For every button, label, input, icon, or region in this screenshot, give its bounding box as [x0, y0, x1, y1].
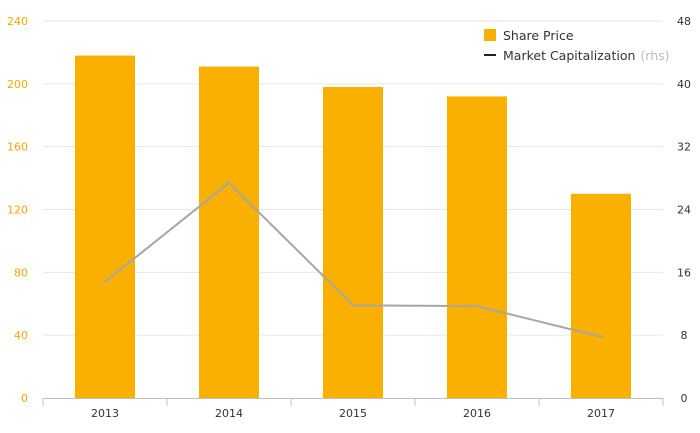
- legend-label-market-cap: Market Capitalization (rhs): [503, 48, 670, 63]
- x-tick-label: 2017: [587, 407, 615, 420]
- share-price-bar: [75, 55, 135, 398]
- y-left-tick-label: 0: [21, 392, 28, 405]
- legend-label-share-price: Share Price: [503, 28, 574, 43]
- y-right-tick-label: 0: [681, 392, 688, 405]
- market-cap-point: [103, 280, 107, 283]
- y-right-tick-label: 16: [677, 266, 691, 279]
- y-right-tick-label: 40: [677, 78, 691, 91]
- y-left-tick-label: 40: [14, 329, 28, 342]
- market-cap-point: [351, 304, 355, 307]
- market-cap-point: [227, 181, 231, 184]
- legend-label-market-cap-text: Market Capitalization: [503, 48, 635, 63]
- y-left-tick-label: 160: [7, 141, 28, 154]
- x-tick-label: 2015: [339, 407, 367, 420]
- y-left-tick-label: 80: [14, 266, 28, 279]
- y-right-tick-label: 8: [681, 329, 688, 342]
- axes: 0 40 80 120 160 200 240 0 8 16 24 32 40 48 2013 2014 201…: [7, 15, 691, 420]
- y-right-tick-label: 24: [677, 204, 691, 217]
- x-tick-label: 2014: [215, 407, 243, 420]
- x-tick-label: 2016: [463, 407, 491, 420]
- share-price-bars: [75, 55, 631, 399]
- y-left-tick-label: 200: [7, 78, 28, 91]
- market-cap-point: [599, 335, 603, 338]
- legend-note-rhs: (rhs): [640, 48, 669, 63]
- x-tick-label: 2013: [91, 407, 119, 420]
- share-price-bar: [571, 193, 631, 398]
- market-cap-point: [475, 304, 479, 308]
- market-cap-line-layer: [103, 181, 603, 338]
- y-right-tick-label: 32: [677, 141, 691, 154]
- share-price-bar: [447, 96, 507, 399]
- legend: Share Price Market Capitalization (rhs): [484, 28, 670, 63]
- share-price-bar: [199, 66, 259, 398]
- legend-swatch-share-price: [484, 29, 496, 41]
- y-left-tick-label: 120: [7, 204, 28, 217]
- share-price-bar: [323, 86, 383, 398]
- y-right-tick-label: 48: [677, 15, 691, 28]
- y-left-tick-label: 240: [7, 15, 28, 28]
